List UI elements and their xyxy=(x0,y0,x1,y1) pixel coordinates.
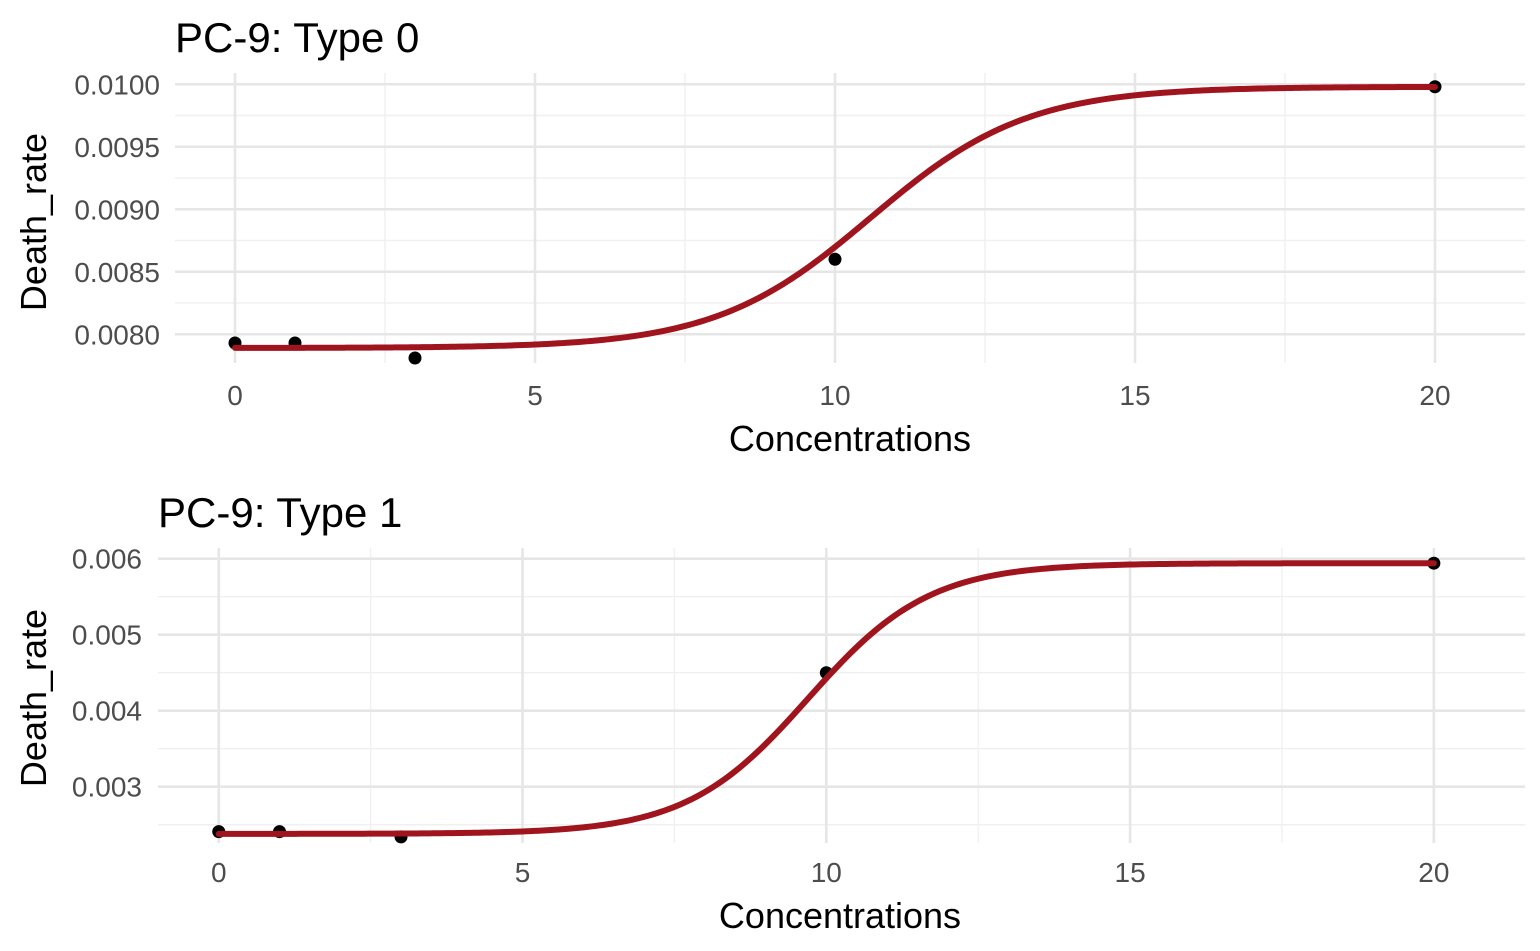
y-tick-label: 0.003 xyxy=(72,772,142,803)
y-tick-label: 0.0100 xyxy=(74,69,160,100)
fitted-curve xyxy=(232,83,1438,351)
chart-panel-type-1: PC-9: Type 1 Concentrations Death_rate 0… xyxy=(13,489,1525,936)
x-tick-label: 5 xyxy=(515,857,531,888)
gridlines xyxy=(175,73,1525,363)
y-tick-label: 0.004 xyxy=(72,696,142,727)
y-tick-label: 0.005 xyxy=(72,620,142,651)
y-axis-title: Death_rate xyxy=(13,133,54,311)
x-tick-label: 0 xyxy=(227,380,243,411)
x-tick-label: 15 xyxy=(1115,857,1146,888)
chart-panel-type-0: PC-9: Type 0 Concentrations Death_rate 0… xyxy=(13,14,1525,459)
y-tick-label: 0.0090 xyxy=(74,194,160,225)
chart-title: PC-9: Type 0 xyxy=(175,14,419,61)
x-axis-title: Concentrations xyxy=(729,418,971,459)
x-tick-label: 5 xyxy=(527,380,543,411)
data-point xyxy=(828,252,842,266)
x-tick-label: 10 xyxy=(819,380,850,411)
chart-title: PC-9: Type 1 xyxy=(158,489,402,536)
y-tick-label: 0.0080 xyxy=(74,319,160,350)
data-point xyxy=(408,351,422,365)
y-tick-label: 0.0095 xyxy=(74,132,160,163)
x-tick-label: 20 xyxy=(1418,857,1449,888)
gridlines xyxy=(158,548,1525,843)
x-tick-label: 20 xyxy=(1419,380,1450,411)
x-tick-label: 15 xyxy=(1119,380,1150,411)
fitted-curve xyxy=(215,560,1437,837)
x-tick-label: 10 xyxy=(811,857,842,888)
y-axis-title: Death_rate xyxy=(13,609,54,787)
x-tick-label: 0 xyxy=(211,857,227,888)
y-tick-label: 0.006 xyxy=(72,544,142,575)
x-axis-title: Concentrations xyxy=(719,895,961,936)
y-tick-label: 0.0085 xyxy=(74,257,160,288)
